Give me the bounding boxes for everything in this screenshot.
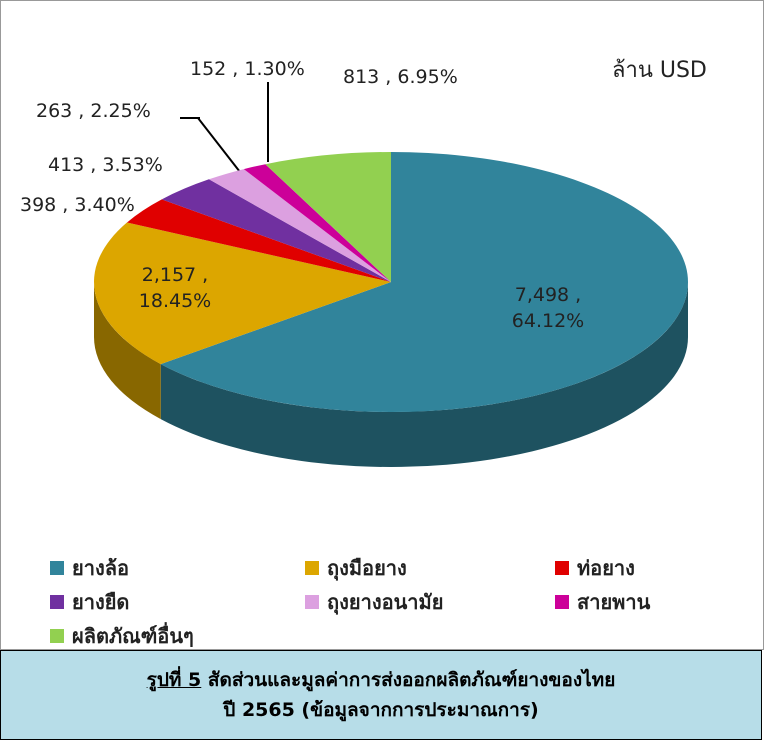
leader-line [197,117,241,173]
data-label: 413 , 3.53% [48,154,163,176]
legend-label: ยางยืด [72,590,130,614]
legend-swatch [555,595,569,609]
pie-slice [265,152,391,282]
legend-entry: ผลิตภัณฑ์อื่นๆ [50,620,194,652]
pie-slice [161,179,391,282]
caption-text: สัดส่วนและมูลค่าการส่งออกผลิตภัณฑ์ยางของ… [207,669,616,691]
legend-label: ยางล้อ [72,556,129,580]
legend-swatch [305,595,319,609]
data-label: 398 , 3.40% [20,194,135,216]
legend-entry: ท่อยาง [555,552,635,584]
data-label: 7,498 , 64.12% [511,284,585,332]
pie-slice [160,152,688,413]
data-label: 263 , 2.25% [36,100,151,122]
legend-entry: ถุงมือยาง [305,552,407,584]
legend-entry: ยางยืด [50,586,129,618]
caption: รูปที่ 5 สัดส่วนและมูลค่าการส่งออกผลิตภั… [0,650,762,740]
legend-label: ผลิตภัณฑ์อื่นๆ [72,624,194,648]
legend-label: ท่อยาง [577,556,635,580]
pie-side [160,282,689,467]
pie-slice [243,164,391,282]
data-label: 2,157 , 18.45% [138,264,212,312]
legend-label: ถุงยางอนามัย [327,590,444,614]
legend-label: สายพาน [577,590,651,614]
legend-swatch [305,561,319,575]
legend-swatch [50,629,64,643]
data-label: 813 , 6.95% [343,66,458,88]
legend-entry: ถุงยางอนามัย [305,586,443,618]
pie-side [94,282,161,420]
pie-slice [208,169,391,282]
legend-swatch [50,561,64,575]
legend-label: ถุงมือยาง [327,556,407,580]
caption-line2: ปี 2565 (ข้อมูลจากการประมาณการ) [223,699,539,721]
pie-slice [93,222,392,365]
legend-entry: สายพาน [555,586,650,618]
legend-entry: ยางล้อ [50,552,129,584]
legend-swatch [555,561,569,575]
chart [93,82,689,467]
data-label: 152 , 1.30% [190,58,305,80]
unit-label: ล้าน USD [612,58,707,83]
caption-figure: รูปที่ 5 [146,669,202,691]
legend-swatch [50,595,64,609]
pie-slice [126,199,392,282]
